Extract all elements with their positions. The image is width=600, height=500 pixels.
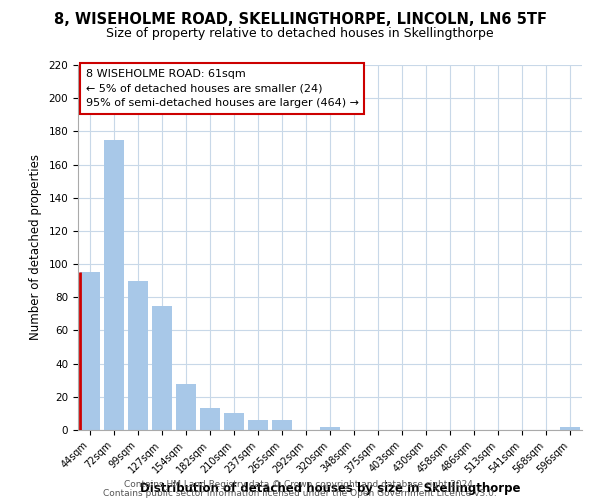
Bar (248, 420, 268, 430)
Bar (176, 384, 196, 430)
Text: Contains public sector information licensed under the Open Government Licence v3: Contains public sector information licen… (103, 488, 497, 498)
X-axis label: Distribution of detached houses by size in Skellingthorpe: Distribution of detached houses by size … (140, 482, 520, 494)
Bar (200, 408, 220, 430)
Bar (320, 426, 340, 430)
Text: 8, WISEHOLME ROAD, SKELLINGTHORPE, LINCOLN, LN6 5TF: 8, WISEHOLME ROAD, SKELLINGTHORPE, LINCO… (53, 12, 547, 28)
Text: Contains HM Land Registry data © Crown copyright and database right 2024.: Contains HM Land Registry data © Crown c… (124, 480, 476, 489)
Bar (224, 414, 244, 430)
Text: Size of property relative to detached houses in Skellingthorpe: Size of property relative to detached ho… (106, 28, 494, 40)
Bar (128, 280, 148, 430)
Bar (272, 420, 292, 430)
Bar (104, 140, 124, 430)
Bar (152, 306, 172, 430)
Y-axis label: Number of detached properties: Number of detached properties (29, 154, 41, 340)
Bar (80, 272, 100, 430)
Text: 8 WISEHOLME ROAD: 61sqm
← 5% of detached houses are smaller (24)
95% of semi-det: 8 WISEHOLME ROAD: 61sqm ← 5% of detached… (86, 68, 359, 108)
Bar (560, 426, 580, 430)
